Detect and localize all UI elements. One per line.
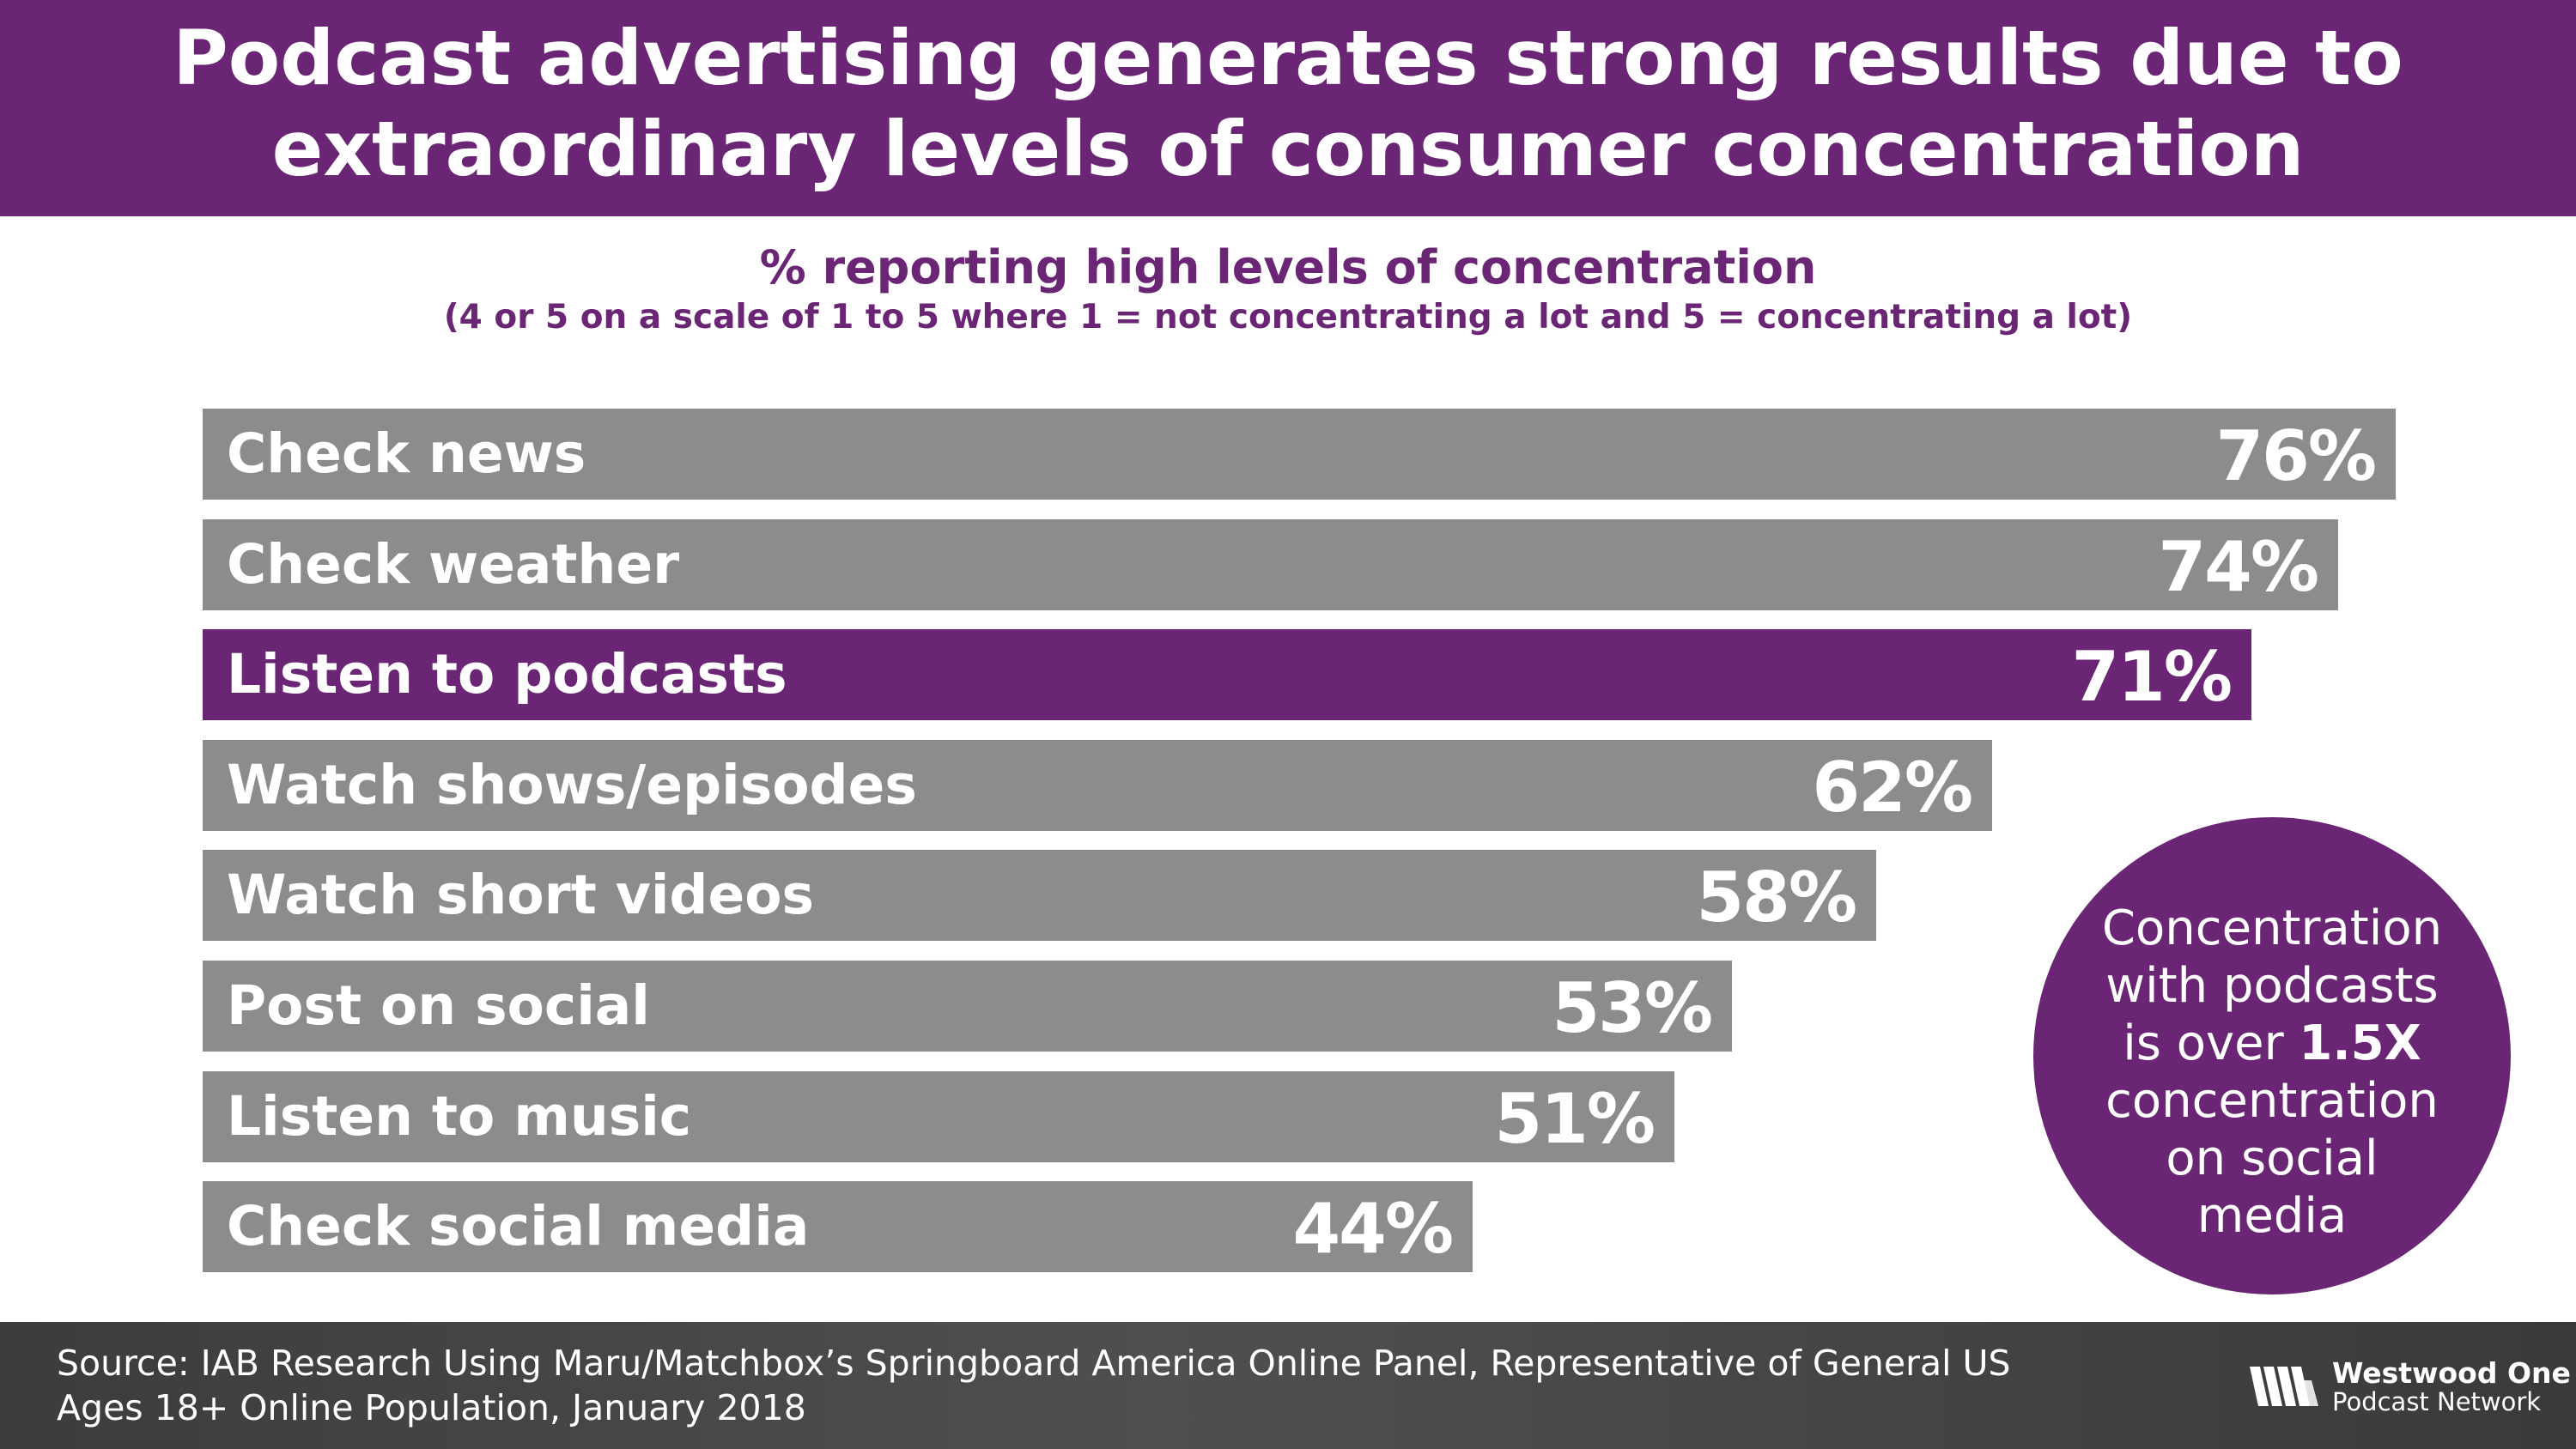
- category-label: Watch shows/episodes: [227, 754, 917, 816]
- callout-circle: Concentration with podcasts is over 1.5X…: [2033, 817, 2511, 1294]
- value-label: 71%: [2071, 637, 2233, 717]
- category-label: Listen to music: [227, 1085, 692, 1148]
- bar-watch-short-videos: Watch short videos 58%: [203, 850, 1876, 941]
- brand-logo: Westwood One Podcast Network: [2248, 1358, 2571, 1418]
- callout-line-2: with podcasts: [2105, 958, 2439, 1014]
- source-line-1: Source: IAB Research Using Maru/Matchbox…: [57, 1343, 2011, 1384]
- value-label: 74%: [2158, 527, 2319, 607]
- bar-listen-to-podcasts: Listen to podcasts 71%: [203, 629, 2251, 720]
- category-label: Check weather: [227, 533, 680, 596]
- footer: Source: IAB Research Using Maru/Matchbox…: [0, 1322, 2576, 1449]
- bar-post-on-social: Post on social 53%: [203, 961, 1732, 1052]
- callout-multiplier: 1.5X: [2299, 1016, 2421, 1071]
- value-label: 58%: [1696, 858, 1857, 937]
- brand-name: Westwood One: [2332, 1356, 2571, 1390]
- bar-chart: Check news 76% Check weather 74% Listen to p…: [203, 409, 2396, 1272]
- chart-subtitle: (4 or 5 on a scale of 1 to 5 where 1 = n…: [443, 298, 2133, 336]
- chart-title: % reporting high levels of concentration: [759, 240, 1817, 294]
- bar-listen-to-music: Listen to music 51%: [203, 1071, 1674, 1162]
- callout-line-4: concentration: [2105, 1073, 2439, 1129]
- category-label: Post on social: [227, 974, 650, 1037]
- source-line-2: Ages 18+ Online Population, January 2018: [57, 1387, 806, 1428]
- value-label: 44%: [1292, 1189, 1454, 1269]
- source-note: Source: IAB Research Using Maru/Matchbox…: [57, 1341, 2011, 1430]
- value-label: 62%: [1812, 748, 1973, 828]
- category-label: Check social media: [227, 1195, 810, 1258]
- westwood-one-logo-icon: [2250, 1367, 2318, 1406]
- callout-line-3: is over 1.5X: [2033, 1015, 2511, 1072]
- callout-line-3-prefix: is over: [2123, 1016, 2300, 1071]
- callout-line-6: media: [2196, 1188, 2348, 1244]
- bar-check-social-media: Check social media 44%: [203, 1181, 1473, 1272]
- bar-watch-shows-episodes: Watch shows/episodes 62%: [203, 740, 1992, 831]
- title-line-2: extraordinary levels of consumer concent…: [271, 105, 2305, 193]
- bar-check-weather: Check weather 74%: [203, 519, 2338, 610]
- callout-line-1: Concentration: [2101, 900, 2443, 956]
- category-label: Check news: [227, 422, 586, 485]
- title-line-1: Podcast advertising generates strong res…: [173, 14, 2403, 102]
- callout-line-5: on social: [2166, 1131, 2379, 1186]
- category-label: Watch short videos: [227, 864, 815, 926]
- value-label: 53%: [1552, 968, 1713, 1048]
- category-label: Listen to podcasts: [227, 643, 787, 706]
- brand-subtitle: Podcast Network: [2332, 1387, 2542, 1416]
- value-label: 51%: [1494, 1079, 1656, 1159]
- bar-check-news: Check news 76%: [203, 409, 2396, 500]
- value-label: 76%: [2215, 416, 2377, 496]
- title-banner: Podcast advertising generates strong res…: [0, 0, 2576, 216]
